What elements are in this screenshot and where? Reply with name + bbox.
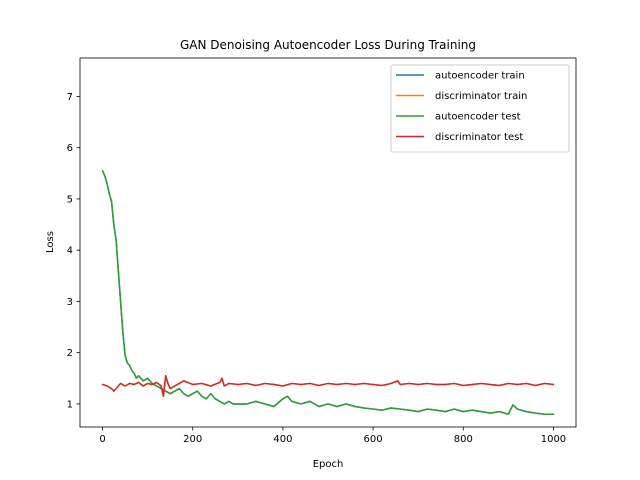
legend-box	[390, 64, 570, 153]
y-axis: 1 2 3 4 5 6 7	[67, 92, 80, 410]
y-tick-label: 3	[67, 297, 73, 308]
x-axis-label: Epoch	[313, 459, 344, 470]
y-tick-label: 4	[67, 246, 73, 257]
series-line-discriminator-test	[101, 375, 555, 397]
plot-lines	[101, 170, 555, 415]
x-tick-label: 400	[273, 434, 292, 445]
x-tick-label: 200	[183, 434, 202, 445]
x-tick-label: 0	[99, 434, 105, 445]
y-tick-label: 5	[67, 194, 73, 205]
y-axis-label: Loss	[45, 231, 56, 253]
x-tick-label: 1000	[541, 434, 566, 445]
legend-label: autoencoder train	[435, 71, 525, 82]
legend-label: discriminator train	[435, 91, 527, 102]
x-tick-label: 600	[364, 434, 383, 445]
plot-frame	[79, 57, 577, 428]
x-axis: 0 200 400 600 800 1000	[99, 427, 566, 445]
y-tick-label: 6	[67, 143, 73, 154]
chart-title: GAN Denoising Autoencoder Loss During Tr…	[180, 38, 476, 52]
series-line-autoencoder-train	[101, 170, 555, 415]
y-tick-label: 7	[67, 92, 73, 103]
y-tick-label: 1	[67, 399, 73, 410]
x-tick-label: 800	[454, 434, 473, 445]
y-tick-label: 2	[67, 348, 73, 359]
legend: autoencoder train discriminator train auto…	[390, 64, 570, 153]
legend-label: discriminator test	[435, 132, 523, 143]
legend-label: autoencoder test	[435, 112, 521, 123]
series-line-autoencoder-test	[101, 170, 555, 415]
